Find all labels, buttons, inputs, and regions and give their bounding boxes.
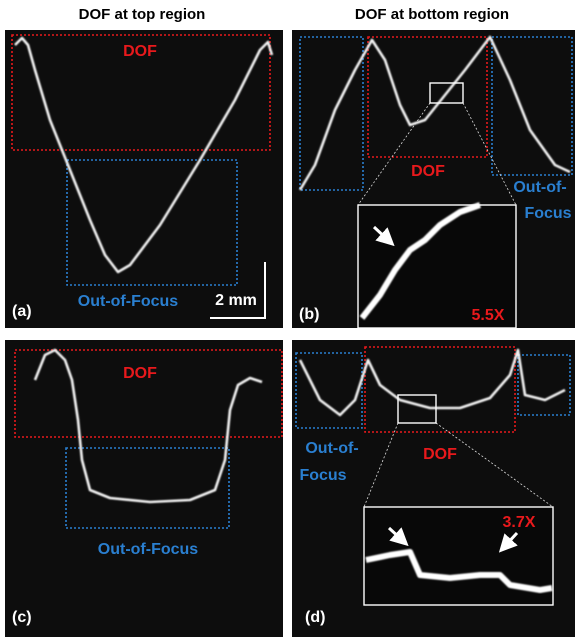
- scale-label: 2 mm: [215, 292, 257, 309]
- scale-bar: [210, 262, 266, 319]
- focus-label: Out-of-Focus: [78, 293, 179, 310]
- column-header: DOF at top region: [79, 6, 206, 23]
- arrow: [372, 225, 395, 247]
- zoom-guide: [435, 422, 554, 508]
- roi-box: [397, 394, 437, 424]
- arrow: [498, 531, 519, 553]
- zoom-guide: [363, 422, 399, 508]
- panel-label: (a): [12, 303, 32, 320]
- zoom-curve: [365, 549, 553, 593]
- surface-curve: [298, 348, 566, 417]
- panel-label: (b): [299, 306, 319, 323]
- surface-curve: [298, 35, 571, 191]
- focus-box: [295, 352, 363, 429]
- focus-label: Out-of-: [513, 179, 566, 196]
- focus-label: Out-of-Focus: [98, 541, 199, 558]
- focus-label: Focus: [524, 205, 571, 222]
- zoom-factor: 3.7X: [503, 514, 536, 531]
- focus-box: [66, 159, 238, 286]
- panel-label: (c): [12, 609, 32, 626]
- dof-label: DOF: [411, 163, 445, 180]
- panel-label: (d): [305, 609, 325, 626]
- surface-curve: [14, 36, 274, 274]
- focus-box: [491, 36, 573, 176]
- panel: [5, 30, 283, 328]
- arrow: [387, 526, 409, 547]
- focus-box: [517, 354, 571, 416]
- dof-label: DOF: [423, 446, 457, 463]
- dof-box: [367, 36, 488, 158]
- dof-label: DOF: [123, 43, 157, 60]
- column-header: DOF at bottom region: [355, 6, 509, 23]
- surface-curve: [33, 348, 263, 504]
- focus-label: Out-of-: [305, 440, 358, 457]
- dof-box: [14, 349, 283, 438]
- focus-box: [65, 447, 230, 529]
- dof-box: [364, 346, 516, 433]
- dof-box: [11, 34, 271, 151]
- focus-label: Focus: [299, 467, 346, 484]
- zoom-factor: 5.5X: [472, 307, 505, 324]
- zoom-guide: [357, 102, 431, 206]
- zoom-curve: [359, 202, 481, 320]
- dof-label: DOF: [123, 365, 157, 382]
- zoom-guide: [462, 102, 517, 206]
- roi-box: [429, 82, 464, 104]
